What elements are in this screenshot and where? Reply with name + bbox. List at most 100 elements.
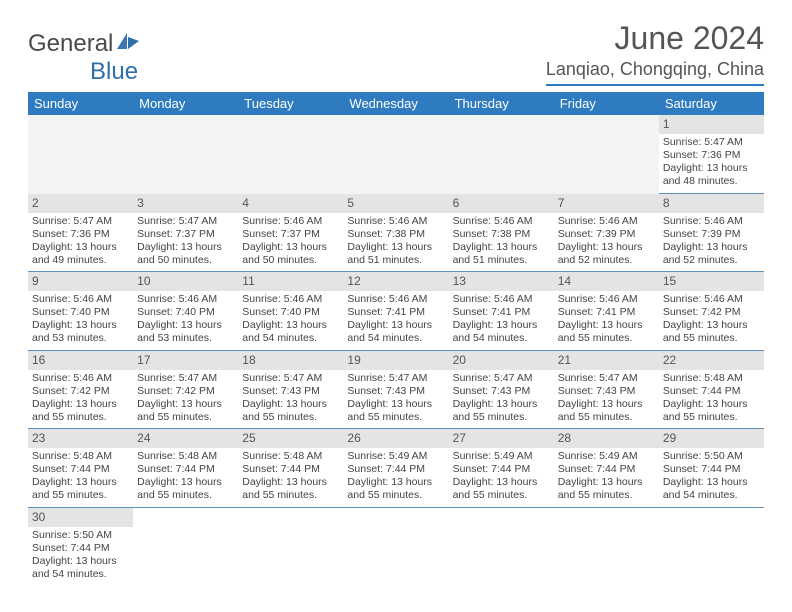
day-number: 6	[449, 194, 554, 213]
daylight-text: Daylight: 13 hours and 54 minutes.	[347, 319, 444, 345]
sunset-text: Sunset: 7:36 PM	[32, 228, 129, 241]
day-cell: 6Sunrise: 5:46 AMSunset: 7:38 PMDaylight…	[449, 194, 554, 273]
day-number: 22	[659, 351, 764, 370]
sail-icon	[115, 30, 141, 58]
day-info: Sunrise: 5:47 AMSunset: 7:43 PMDaylight:…	[343, 370, 448, 429]
sunset-text: Sunset: 7:44 PM	[663, 463, 760, 476]
empty-cell	[238, 115, 343, 194]
sunset-text: Sunset: 7:38 PM	[347, 228, 444, 241]
daylight-text: Daylight: 13 hours and 55 minutes.	[453, 476, 550, 502]
sunrise-text: Sunrise: 5:47 AM	[242, 372, 339, 385]
sunset-text: Sunset: 7:40 PM	[137, 306, 234, 319]
sunset-text: Sunset: 7:43 PM	[347, 385, 444, 398]
day-cell: 15Sunrise: 5:46 AMSunset: 7:42 PMDayligh…	[659, 272, 764, 351]
daylight-text: Daylight: 13 hours and 55 minutes.	[558, 476, 655, 502]
daylight-text: Daylight: 13 hours and 49 minutes.	[32, 241, 129, 267]
sunrise-text: Sunrise: 5:49 AM	[558, 450, 655, 463]
day-number: 2	[28, 194, 133, 213]
weekday-header: Friday	[554, 92, 659, 115]
day-number: 21	[554, 351, 659, 370]
empty-cell	[449, 115, 554, 194]
sunrise-text: Sunrise: 5:46 AM	[347, 215, 444, 228]
empty-cell	[238, 508, 343, 586]
day-info: Sunrise: 5:46 AMSunset: 7:42 PMDaylight:…	[28, 370, 133, 429]
day-number: 5	[343, 194, 448, 213]
sunset-text: Sunset: 7:42 PM	[663, 306, 760, 319]
daylight-text: Daylight: 13 hours and 48 minutes.	[663, 162, 760, 188]
day-cell: 18Sunrise: 5:47 AMSunset: 7:43 PMDayligh…	[238, 351, 343, 430]
day-cell: 28Sunrise: 5:49 AMSunset: 7:44 PMDayligh…	[554, 429, 659, 508]
sunrise-text: Sunrise: 5:46 AM	[347, 293, 444, 306]
sunset-text: Sunset: 7:44 PM	[32, 542, 129, 555]
day-info: Sunrise: 5:46 AMSunset: 7:39 PMDaylight:…	[659, 213, 764, 272]
sunrise-text: Sunrise: 5:48 AM	[663, 372, 760, 385]
sunset-text: Sunset: 7:40 PM	[242, 306, 339, 319]
brand-part1: General	[28, 30, 113, 58]
calendar-head: SundayMondayTuesdayWednesdayThursdayFrid…	[28, 92, 764, 115]
daylight-text: Daylight: 13 hours and 52 minutes.	[558, 241, 655, 267]
weekday-header: Wednesday	[343, 92, 448, 115]
empty-cell	[133, 115, 238, 194]
daylight-text: Daylight: 13 hours and 52 minutes.	[663, 241, 760, 267]
sunset-text: Sunset: 7:37 PM	[242, 228, 339, 241]
day-info: Sunrise: 5:46 AMSunset: 7:40 PMDaylight:…	[238, 291, 343, 350]
sunrise-text: Sunrise: 5:46 AM	[137, 293, 234, 306]
sunset-text: Sunset: 7:42 PM	[137, 385, 234, 398]
sunrise-text: Sunrise: 5:47 AM	[558, 372, 655, 385]
brand-logo: General	[28, 20, 143, 58]
day-info: Sunrise: 5:48 AMSunset: 7:44 PMDaylight:…	[133, 448, 238, 507]
sunrise-text: Sunrise: 5:47 AM	[137, 372, 234, 385]
day-info: Sunrise: 5:46 AMSunset: 7:39 PMDaylight:…	[554, 213, 659, 272]
day-info: Sunrise: 5:47 AMSunset: 7:36 PMDaylight:…	[659, 134, 764, 193]
sunrise-text: Sunrise: 5:48 AM	[137, 450, 234, 463]
day-info: Sunrise: 5:46 AMSunset: 7:41 PMDaylight:…	[449, 291, 554, 350]
weekday-header: Sunday	[28, 92, 133, 115]
daylight-text: Daylight: 13 hours and 51 minutes.	[347, 241, 444, 267]
day-info: Sunrise: 5:47 AMSunset: 7:42 PMDaylight:…	[133, 370, 238, 429]
day-cell: 29Sunrise: 5:50 AMSunset: 7:44 PMDayligh…	[659, 429, 764, 508]
sunrise-text: Sunrise: 5:50 AM	[32, 529, 129, 542]
daylight-text: Daylight: 13 hours and 55 minutes.	[347, 398, 444, 424]
day-cell: 12Sunrise: 5:46 AMSunset: 7:41 PMDayligh…	[343, 272, 448, 351]
day-cell: 21Sunrise: 5:47 AMSunset: 7:43 PMDayligh…	[554, 351, 659, 430]
day-info: Sunrise: 5:46 AMSunset: 7:41 PMDaylight:…	[554, 291, 659, 350]
day-cell: 14Sunrise: 5:46 AMSunset: 7:41 PMDayligh…	[554, 272, 659, 351]
daylight-text: Daylight: 13 hours and 55 minutes.	[137, 476, 234, 502]
daylight-text: Daylight: 13 hours and 55 minutes.	[32, 398, 129, 424]
day-cell: 26Sunrise: 5:49 AMSunset: 7:44 PMDayligh…	[343, 429, 448, 508]
sunrise-text: Sunrise: 5:46 AM	[242, 293, 339, 306]
sunset-text: Sunset: 7:37 PM	[137, 228, 234, 241]
day-cell: 1Sunrise: 5:47 AMSunset: 7:36 PMDaylight…	[659, 115, 764, 194]
day-cell: 10Sunrise: 5:46 AMSunset: 7:40 PMDayligh…	[133, 272, 238, 351]
sunset-text: Sunset: 7:44 PM	[137, 463, 234, 476]
day-number: 29	[659, 429, 764, 448]
day-number: 11	[238, 272, 343, 291]
sunset-text: Sunset: 7:44 PM	[242, 463, 339, 476]
calendar-table: SundayMondayTuesdayWednesdayThursdayFrid…	[28, 92, 764, 585]
day-number: 15	[659, 272, 764, 291]
daylight-text: Daylight: 13 hours and 54 minutes.	[242, 319, 339, 345]
sunset-text: Sunset: 7:40 PM	[32, 306, 129, 319]
title-month: June 2024	[546, 20, 764, 57]
day-number: 14	[554, 272, 659, 291]
sunrise-text: Sunrise: 5:47 AM	[453, 372, 550, 385]
day-number: 8	[659, 194, 764, 213]
sunset-text: Sunset: 7:44 PM	[347, 463, 444, 476]
sunset-text: Sunset: 7:38 PM	[453, 228, 550, 241]
day-cell: 19Sunrise: 5:47 AMSunset: 7:43 PMDayligh…	[343, 351, 448, 430]
empty-cell	[554, 115, 659, 194]
day-info: Sunrise: 5:47 AMSunset: 7:43 PMDaylight:…	[449, 370, 554, 429]
daylight-text: Daylight: 13 hours and 55 minutes.	[453, 398, 550, 424]
day-number: 9	[28, 272, 133, 291]
sunset-text: Sunset: 7:44 PM	[663, 385, 760, 398]
empty-cell	[133, 508, 238, 586]
sunset-text: Sunset: 7:36 PM	[663, 149, 760, 162]
day-info: Sunrise: 5:50 AMSunset: 7:44 PMDaylight:…	[28, 527, 133, 586]
sunrise-text: Sunrise: 5:48 AM	[242, 450, 339, 463]
daylight-text: Daylight: 13 hours and 55 minutes.	[137, 398, 234, 424]
daylight-text: Daylight: 13 hours and 53 minutes.	[32, 319, 129, 345]
page-header: General June 2024 Lanqiao, Chongqing, Ch…	[28, 20, 764, 86]
sunset-text: Sunset: 7:41 PM	[453, 306, 550, 319]
daylight-text: Daylight: 13 hours and 54 minutes.	[32, 555, 129, 581]
day-info: Sunrise: 5:46 AMSunset: 7:40 PMDaylight:…	[133, 291, 238, 350]
